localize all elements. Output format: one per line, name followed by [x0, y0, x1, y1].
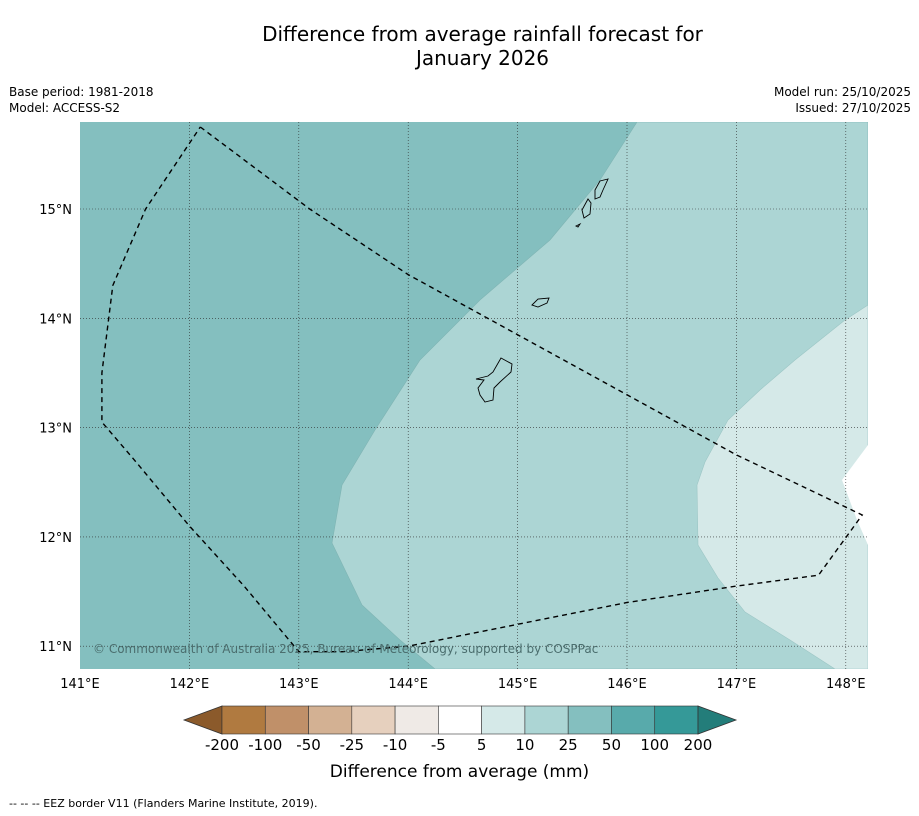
title-line-1: Difference from average rainfall forecas…	[262, 22, 703, 46]
colorbar-segment	[394, 705, 439, 735]
map-figure: © Commonwealth of Australia 2025, Bureau…	[39, 122, 868, 735]
colorbar-tick-label: 50	[601, 736, 621, 754]
lon-tick-label: 146°E	[607, 677, 647, 692]
issued-date: Issued: 27/10/2025	[795, 101, 911, 115]
colorbar-segment	[221, 705, 266, 735]
copyright-notice: © Commonwealth of Australia 2025, Bureau…	[93, 642, 598, 656]
graticule	[80, 122, 868, 669]
colorbar-segment	[611, 705, 656, 735]
lat-tick-label: 11°N	[39, 640, 72, 655]
lat-tick-label: 14°N	[39, 312, 72, 327]
lon-tick-label: 145°E	[498, 677, 538, 692]
colorbar-tick-label: 5	[476, 736, 487, 754]
lat-tick-label: 13°N	[39, 422, 72, 437]
lon-tick-label: 144°E	[388, 677, 428, 692]
colorbar-segment	[308, 705, 353, 735]
anomaly-zone-neutral	[842, 445, 868, 545]
colorbar-tick-label: 200	[683, 736, 713, 754]
anomaly-zone-5-10	[696, 304, 868, 669]
islands	[475, 178, 609, 403]
colorbar-tick-label: -200	[204, 736, 240, 754]
colorbar-segment	[654, 705, 699, 735]
chart-title: Difference from average rainfall forecas…	[0, 22, 919, 70]
lat-tick-label: 12°N	[39, 531, 72, 546]
colorbar	[182, 705, 738, 735]
colorbar-tick-label: 10	[515, 736, 535, 754]
island-rota	[531, 297, 550, 308]
colorbar-tick-label: 25	[558, 736, 578, 754]
eez-footnote: -- -- -- EEZ border V11 (Flanders Marine…	[9, 797, 318, 810]
colorbar-segment	[351, 705, 396, 735]
longitude-labels: 141°E 142°E 143°E 144°E 145°E 146°E 147°E 148°E	[60, 677, 865, 692]
colorbar-segment	[264, 705, 309, 735]
lon-tick-label: 142°E	[170, 677, 210, 692]
colorbar-tick-label: -25	[339, 736, 365, 754]
colorbar-tick-label: -50	[296, 736, 321, 754]
colorbar-segment	[438, 705, 482, 735]
colorbar-segment	[567, 705, 612, 735]
colorbar-title: Difference from average (mm)	[329, 762, 590, 782]
colorbar-tick-label: -10	[382, 736, 408, 754]
forecast-field	[80, 122, 868, 669]
lat-tick-label: 15°N	[39, 203, 72, 218]
model-run: Model run: 25/10/2025	[773, 85, 911, 99]
lon-tick-label: 148°E	[826, 677, 866, 692]
colorbar-tick-label: -5	[430, 736, 446, 754]
colorbar-segment	[524, 705, 569, 735]
colorbar-tick-label: 100	[640, 736, 670, 754]
island-guam	[475, 357, 513, 403]
latitude-labels: 15°N 14°N 13°N 12°N 11°N	[39, 203, 72, 655]
colorbar-segment	[481, 705, 526, 735]
colorbar-max-extend	[697, 705, 738, 735]
colorbar-min-extend	[182, 705, 223, 735]
meta-right: Model run: 25/10/2025 Issued: 27/10/2025	[774, 84, 911, 116]
island-aguijan	[574, 222, 582, 228]
meta-left: Base period: 1981-2018 Model: ACCESS-S2	[9, 84, 154, 116]
lon-tick-label: 147°E	[717, 677, 757, 692]
lon-tick-label: 141°E	[60, 677, 100, 692]
island-saipan	[594, 178, 609, 200]
eez-border	[101, 126, 864, 653]
colorbar-tick-label: -100	[248, 736, 283, 754]
title-line-2: January 2026	[415, 46, 550, 70]
base-period: Base period: 1981-2018	[9, 85, 154, 99]
model-name: Model: ACCESS-S2	[9, 101, 121, 115]
island-tinian	[581, 198, 592, 219]
lon-tick-label: 143°E	[279, 677, 319, 692]
